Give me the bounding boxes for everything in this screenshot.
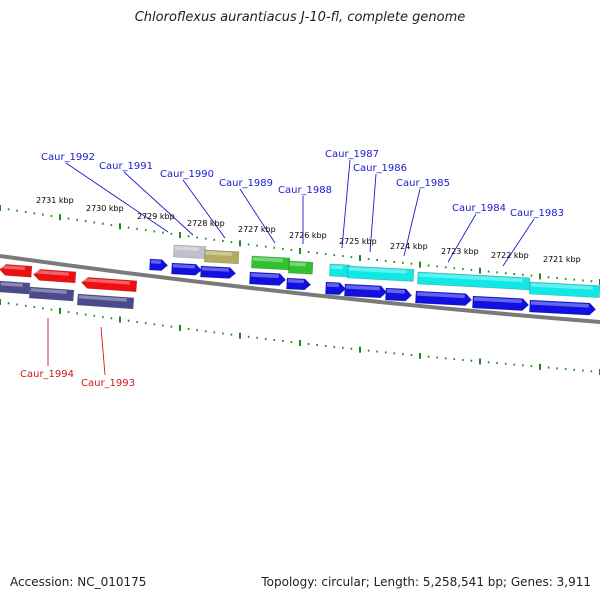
gene-caur-1989-shine [252, 257, 283, 263]
kbp-labels: 2731 kbp 2730 kbp 2729 kbp 2728 kbp 2727 kbp… [36, 196, 581, 264]
gene-caur-1994-slate-a [0, 280, 31, 295]
gene-caur-1993-slate-shine [78, 295, 127, 302]
kbp-label: 2727 kbp [238, 225, 276, 234]
gene-caur-1992-blue-shine [150, 260, 161, 264]
gene-caur-1994-b [33, 269, 77, 284]
callout-line-top [182, 179, 226, 239]
kbp-label: 2724 kbp [390, 242, 428, 251]
tick-row-top [0, 205, 600, 285]
gene-label-top: Caur_1983 [510, 208, 564, 219]
gene-caur-1994-slate-b-shine [30, 288, 67, 294]
callout-line-top [123, 171, 194, 236]
accession-text: Accession: NC_010175 [10, 575, 147, 589]
gene-caur-1992-blue [149, 258, 169, 271]
callout-line-top [239, 188, 276, 244]
gene-label-bottom: Caur_1994 [20, 369, 74, 380]
kbp-label: 2726 kbp [289, 231, 327, 240]
gene-caur-1983-shine [530, 283, 593, 290]
callout-line-bottom [100, 326, 106, 376]
gene-label-top: Caur_1987 [325, 149, 379, 160]
gene-caur-1986 [347, 265, 415, 282]
gene-caur-1993 [81, 277, 138, 293]
gene-caur-1984-blue [415, 290, 473, 306]
gene-caur-1988 [288, 260, 314, 275]
genome-backbone [0, 254, 600, 324]
gene-caur-1990-blue-shine [201, 267, 229, 272]
gene-caur-1988-shine [289, 262, 306, 267]
gene-caur-1993-shine [82, 278, 130, 285]
gene-features [0, 244, 600, 316]
gene-caur-1988-blue [286, 277, 312, 291]
gene-caur-1985-blue [385, 287, 413, 302]
gene-caur-1994-a [0, 264, 33, 278]
gene-caur-1987-blue [325, 281, 347, 296]
gene-caur-1994-b-shine [34, 270, 69, 276]
callout-line-top [341, 159, 351, 249]
gene-label-top: Caur_1992 [41, 152, 95, 163]
kbp-label: 2730 kbp [86, 204, 124, 213]
gene-label-top: Caur_1988 [278, 185, 332, 196]
backbone-group [0, 254, 600, 324]
gene-caur-1990-shine [205, 251, 232, 257]
gene-label-top: Caur_1990 [160, 169, 214, 180]
gene-caur-1986-blue [344, 283, 388, 299]
callout-line-top [502, 218, 535, 267]
gene-label-bottom: Caur_1993 [81, 378, 135, 389]
gene-caur-1990 [204, 249, 240, 265]
kbp-label: 2721 kbp [543, 255, 581, 264]
gene-callouts: Caur_1992 Caur_1991 Caur_1990 Caur_1989 Caur… [20, 149, 564, 389]
gene-caur-1991-shine [174, 246, 199, 251]
gene-caur-1989-blue [249, 271, 287, 286]
gene-caur-1989-blue-shine [250, 273, 279, 279]
gene-caur-1985-blue-shine [386, 289, 405, 294]
gene-caur-1983 [529, 281, 600, 298]
kbp-label: 2731 kbp [36, 196, 74, 205]
kbp-label: 2725 kbp [339, 237, 377, 246]
gene-label-top: Caur_1985 [396, 178, 450, 189]
gene-caur-1987-shine [330, 265, 343, 270]
gene-caur-1991-blue-shine [172, 264, 195, 269]
gene-caur-1983-blue-b [529, 299, 597, 316]
gene-label-top: Caur_1991 [99, 161, 153, 172]
gene-caur-1994-a-shine [0, 265, 25, 271]
callout-line-top [447, 213, 477, 263]
gene-caur-1991-blue [171, 262, 203, 276]
kbp-label: 2729 kbp [137, 212, 175, 221]
gene-caur-1983-blue-a-shine [473, 297, 522, 304]
gene-caur-1984-shine [418, 273, 523, 283]
callout-line-top [65, 162, 169, 233]
callout-line-top [403, 188, 421, 257]
kbp-label: 2722 kbp [491, 251, 529, 260]
gene-caur-1984-blue-shine [416, 292, 465, 299]
gene-caur-1983-blue-a [472, 295, 530, 311]
genome-title: Chloroflexus aurantiacus J-10-fl, comple… [134, 10, 466, 25]
kbp-label: 2723 kbp [441, 247, 479, 256]
tick-row-bottom [0, 299, 600, 375]
gene-caur-1984 [417, 271, 531, 291]
gene-caur-1987-blue-shine [326, 283, 339, 288]
gene-caur-1986-shine [348, 267, 407, 274]
callout-line-top [369, 173, 377, 253]
gene-caur-1983-blue-b-shine [530, 301, 589, 308]
gene-caur-1986-blue-shine [345, 285, 380, 291]
gene-caur-1990-blue [200, 265, 237, 279]
gene-caur-1994-slate-a-shine [0, 282, 23, 287]
gene-caur-1994-slate-b [28, 286, 75, 302]
kbp-label: 2728 kbp [187, 219, 225, 228]
gene-caur-1993-slate [76, 293, 135, 310]
gene-caur-1988-blue-shine [287, 279, 304, 284]
gene-label-top: Caur_1989 [219, 178, 273, 189]
gene-label-top: Caur_1986 [353, 163, 407, 174]
genome-info-text: Topology: circular; Length: 5,258,541 bp… [261, 575, 591, 589]
gene-label-top: Caur_1984 [452, 203, 506, 214]
